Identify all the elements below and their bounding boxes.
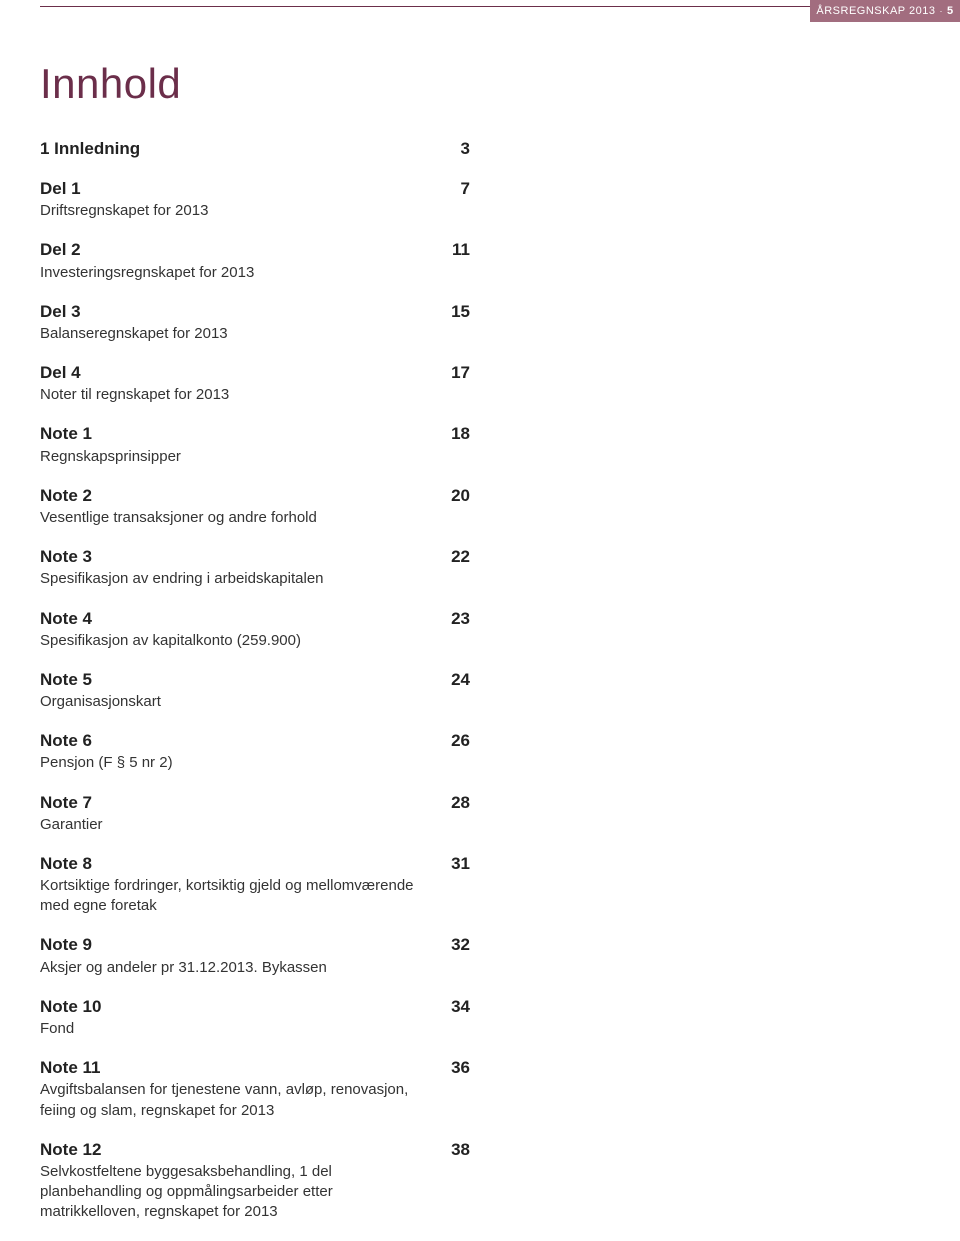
toc-entry: Note 11Avgiftsbalansen for tjenestene va… xyxy=(40,1057,470,1121)
toc-entry-title: Del 3 xyxy=(40,301,420,323)
toc-entry-subtitle: Balanseregnskapet for 2013 xyxy=(40,324,420,344)
toc-entry: Del 3Balanseregnskapet for 201315 xyxy=(40,301,470,344)
toc-entry-page: 3 xyxy=(440,138,470,160)
toc-entry-title: Note 10 xyxy=(40,996,420,1018)
toc-entry-title: 1 Innledning xyxy=(40,138,420,160)
toc-entry-page: 34 xyxy=(440,996,470,1018)
toc-entry: Note 8Kortsiktige fordringer, kortsiktig… xyxy=(40,853,470,917)
header-tab: ÅRSREGNSKAP 2013 · 5 xyxy=(810,0,960,22)
toc-entry-subtitle: Noter til regnskapet for 2013 xyxy=(40,385,420,405)
toc-entry-subtitle: Garantier xyxy=(40,815,420,835)
toc-entry-left: Note 3Spesifikasjon av endring i arbeids… xyxy=(40,546,440,589)
toc-entry-left: Del 4Noter til regnskapet for 2013 xyxy=(40,362,440,405)
toc-entry: Note 1Regnskapsprinsipper18 xyxy=(40,423,470,466)
toc-entry-subtitle: Driftsregnskapet for 2013 xyxy=(40,201,420,221)
toc-entry: Note 5Organisasjonskart24 xyxy=(40,669,470,712)
toc-entry-left: Note 9Aksjer og andeler pr 31.12.2013. B… xyxy=(40,934,440,977)
toc-entry-subtitle: Vesentlige transaksjoner og andre forhol… xyxy=(40,508,420,528)
toc-entry-left: Note 4Spesifikasjon av kapitalkonto (259… xyxy=(40,608,440,651)
toc-entry-page: 11 xyxy=(440,239,470,261)
toc-entry: Note 9Aksjer og andeler pr 31.12.2013. B… xyxy=(40,934,470,977)
toc-entry-page: 18 xyxy=(440,423,470,445)
toc-entry-left: Note 10Fond xyxy=(40,996,440,1039)
toc-entry-title: Note 4 xyxy=(40,608,420,630)
toc-entry-subtitle: Selvkostfeltene byggesaksbehandling, 1 d… xyxy=(40,1162,420,1223)
header-page-number: 5 xyxy=(947,5,954,17)
toc-entry-page: 31 xyxy=(440,853,470,875)
content: Innhold 1 Innledning3Del 1Driftsregnskap… xyxy=(40,60,470,1241)
toc-entry-left: Note 5Organisasjonskart xyxy=(40,669,440,712)
toc-entry-left: Del 1Driftsregnskapet for 2013 xyxy=(40,178,440,221)
toc-entry-left: Del 2Investeringsregnskapet for 2013 xyxy=(40,239,440,282)
toc-entry-page: 32 xyxy=(440,934,470,956)
toc-entry-page: 26 xyxy=(440,730,470,752)
toc-entry: Note 6Pensjon (F § 5 nr 2)26 xyxy=(40,730,470,773)
toc-entry-subtitle: Regnskapsprinsipper xyxy=(40,447,420,467)
toc-entry-page: 7 xyxy=(440,178,470,200)
header-text: ÅRSREGNSKAP 2013 xyxy=(816,5,935,17)
toc-entry-title: Del 1 xyxy=(40,178,420,200)
toc-entry-title: Note 2 xyxy=(40,485,420,507)
toc-entry-title: Note 12 xyxy=(40,1139,420,1161)
toc-entry-title: Note 8 xyxy=(40,853,420,875)
toc-entry-left: Note 6Pensjon (F § 5 nr 2) xyxy=(40,730,440,773)
toc-entry-subtitle: Avgiftsbalansen for tjenestene vann, avl… xyxy=(40,1080,420,1121)
toc-entry: Note 7Garantier28 xyxy=(40,792,470,835)
toc-entry-title: Note 9 xyxy=(40,934,420,956)
toc-entry-left: 1 Innledning xyxy=(40,138,440,160)
toc-entry-title: Note 5 xyxy=(40,669,420,691)
toc-entry: Note 10Fond34 xyxy=(40,996,470,1039)
toc-entry-page: 28 xyxy=(440,792,470,814)
toc-entry-page: 24 xyxy=(440,669,470,691)
toc-entry-title: Del 2 xyxy=(40,239,420,261)
toc-entry: Note 4Spesifikasjon av kapitalkonto (259… xyxy=(40,608,470,651)
toc-entry-title: Note 1 xyxy=(40,423,420,445)
toc-entry-page: 36 xyxy=(440,1057,470,1079)
toc-entry: Del 2Investeringsregnskapet for 201311 xyxy=(40,239,470,282)
toc-entry-title: Note 11 xyxy=(40,1057,420,1079)
toc-entry-left: Del 3Balanseregnskapet for 2013 xyxy=(40,301,440,344)
toc-entry-left: Note 1Regnskapsprinsipper xyxy=(40,423,440,466)
toc-entry-subtitle: Aksjer og andeler pr 31.12.2013. Bykasse… xyxy=(40,958,420,978)
toc-entry-subtitle: Spesifikasjon av kapitalkonto (259.900) xyxy=(40,631,420,651)
toc-entry-page: 22 xyxy=(440,546,470,568)
table-of-contents: 1 Innledning3Del 1Driftsregnskapet for 2… xyxy=(40,138,470,1223)
toc-entry-left: Note 2Vesentlige transaksjoner og andre … xyxy=(40,485,440,528)
toc-entry-page: 23 xyxy=(440,608,470,630)
toc-entry-subtitle: Spesifikasjon av endring i arbeidskapita… xyxy=(40,569,420,589)
toc-entry-title: Note 3 xyxy=(40,546,420,568)
toc-entry-title: Note 6 xyxy=(40,730,420,752)
toc-entry: 1 Innledning 3 xyxy=(40,138,470,160)
page-title: Innhold xyxy=(40,60,470,108)
toc-entry-subtitle: Kortsiktige fordringer, kortsiktig gjeld… xyxy=(40,876,420,917)
toc-entry: Note 12Selvkostfeltene byggesaksbehandli… xyxy=(40,1139,470,1223)
toc-entry-subtitle: Fond xyxy=(40,1019,420,1039)
toc-entry-page: 20 xyxy=(440,485,470,507)
toc-entry-subtitle: Organisasjonskart xyxy=(40,692,420,712)
toc-entry-subtitle: Investeringsregnskapet for 2013 xyxy=(40,263,420,283)
toc-entry: Note 3Spesifikasjon av endring i arbeids… xyxy=(40,546,470,589)
header-dot: · xyxy=(939,6,943,16)
toc-entry-left: Note 12Selvkostfeltene byggesaksbehandli… xyxy=(40,1139,440,1223)
toc-entry-subtitle: Pensjon (F § 5 nr 2) xyxy=(40,753,420,773)
toc-entry: Del 1Driftsregnskapet for 20137 xyxy=(40,178,470,221)
toc-entry-left: Note 11Avgiftsbalansen for tjenestene va… xyxy=(40,1057,440,1121)
toc-entry: Del 4Noter til regnskapet for 201317 xyxy=(40,362,470,405)
toc-entry-page: 17 xyxy=(440,362,470,384)
toc-entry-page: 15 xyxy=(440,301,470,323)
toc-entry: Note 2Vesentlige transaksjoner og andre … xyxy=(40,485,470,528)
toc-entry-page: 38 xyxy=(440,1139,470,1161)
toc-entry-title: Note 7 xyxy=(40,792,420,814)
toc-entry-left: Note 8Kortsiktige fordringer, kortsiktig… xyxy=(40,853,440,917)
toc-entry-left: Note 7Garantier xyxy=(40,792,440,835)
toc-entry-title: Del 4 xyxy=(40,362,420,384)
